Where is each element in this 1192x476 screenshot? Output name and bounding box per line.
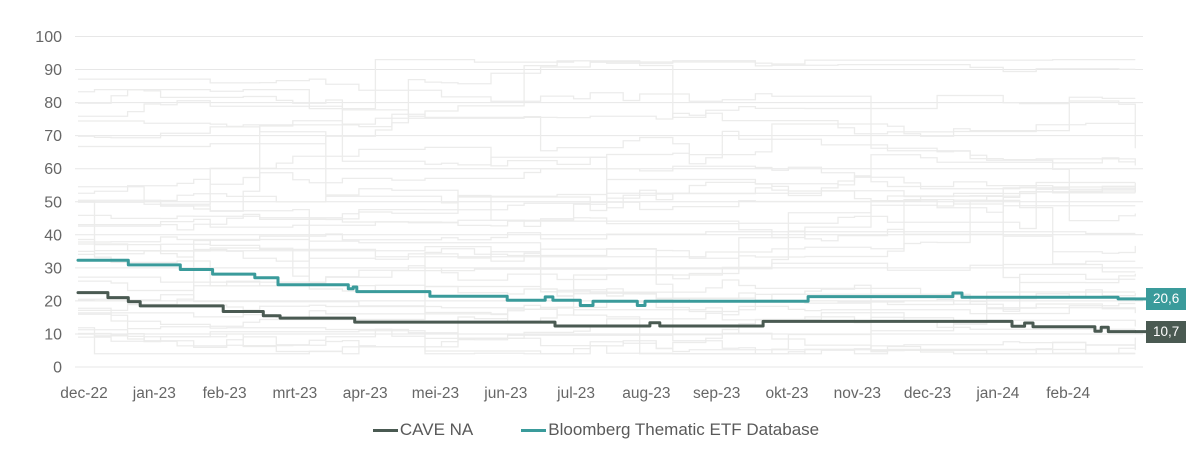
background-series-line <box>78 199 1136 327</box>
chart-legend: CAVE NA Bloomberg Thematic ETF Database <box>0 420 1192 440</box>
legend-item-bloomberg[interactable]: Bloomberg Thematic ETF Database <box>521 420 819 440</box>
y-tick-label: 100 <box>35 29 62 46</box>
series-cave-na <box>76 291 1148 334</box>
bloomberg-thematic-etf-database-line[interactable] <box>76 258 1137 307</box>
x-tick-label: sep-23 <box>693 385 740 402</box>
y-axis-labels: 0 10 20 30 40 50 60 70 80 90 100 <box>35 29 62 377</box>
y-tick-label: 20 <box>44 293 62 310</box>
x-tick-label: mei-23 <box>412 385 459 402</box>
x-tick-label: feb-23 <box>203 385 247 402</box>
legend-label-cave-na: CAVE NA <box>399 420 474 439</box>
series-bloomberg-thematic-etf-database <box>76 258 1148 307</box>
background-series-line <box>78 155 1136 211</box>
background-series-line <box>78 78 1136 164</box>
x-axis-labels: dec-22 jan-23 feb-23 mrt-23 apr-23 mei-23 jun-… <box>60 385 1090 402</box>
background-series <box>78 58 1136 355</box>
y-tick-label: 0 <box>53 360 62 377</box>
y-tick-label: 90 <box>44 62 62 79</box>
y-tick-label: 10 <box>44 326 62 343</box>
background-series-line <box>78 199 1136 355</box>
y-tick-label: 40 <box>44 227 62 244</box>
background-series-line <box>78 200 1136 252</box>
background-series-line <box>78 186 1136 230</box>
x-tick-label: mrt-23 <box>273 385 318 402</box>
background-series-line <box>78 273 1136 310</box>
background-series-line <box>78 60 1136 149</box>
x-tick-label: dec-23 <box>904 385 951 402</box>
x-tick-label: okt-23 <box>765 385 808 402</box>
y-tick-label: 50 <box>44 194 62 211</box>
background-series-line <box>78 89 1136 167</box>
y-tick-label: 70 <box>44 128 62 145</box>
cave-na-line[interactable] <box>76 291 1137 334</box>
cave-end-value-badge: 10,7 <box>1146 320 1187 343</box>
background-series-line <box>78 176 1136 231</box>
background-series-line <box>78 228 1136 284</box>
x-tick-label: jan-23 <box>132 385 176 402</box>
x-tick-label: nov-23 <box>834 385 881 402</box>
background-series-line <box>78 199 1136 259</box>
legend-label-bloomberg: Bloomberg Thematic ETF Database <box>548 420 820 439</box>
x-tick-label: jan-24 <box>975 385 1019 402</box>
background-series-line <box>78 294 1136 355</box>
y-tick-label: 60 <box>44 161 62 178</box>
background-series-line <box>78 262 1136 283</box>
x-tick-label: aug-23 <box>622 385 670 402</box>
legend-item-cave-na[interactable]: CAVE NA <box>372 420 474 440</box>
background-series-line <box>78 58 1136 110</box>
background-series-line <box>78 291 1136 355</box>
background-series-line <box>78 112 1136 135</box>
y-tick-label: 80 <box>44 95 62 112</box>
x-tick-label: dec-22 <box>60 385 107 402</box>
background-series-line <box>78 175 1136 287</box>
x-tick-label: jun-23 <box>483 385 527 402</box>
x-tick-label: apr-23 <box>343 385 388 402</box>
bloomberg-line-swatch-icon <box>521 428 547 432</box>
background-series-line <box>78 182 1136 239</box>
bloomberg-end-value-badge: 20,6 <box>1146 287 1187 310</box>
background-series-line <box>78 61 1136 148</box>
x-tick-label: feb-24 <box>1046 385 1090 402</box>
x-tick-label: jul-23 <box>556 385 595 402</box>
cave-line-swatch-icon <box>372 428 398 432</box>
y-tick-label: 30 <box>44 260 62 277</box>
background-series-line <box>78 313 1136 355</box>
